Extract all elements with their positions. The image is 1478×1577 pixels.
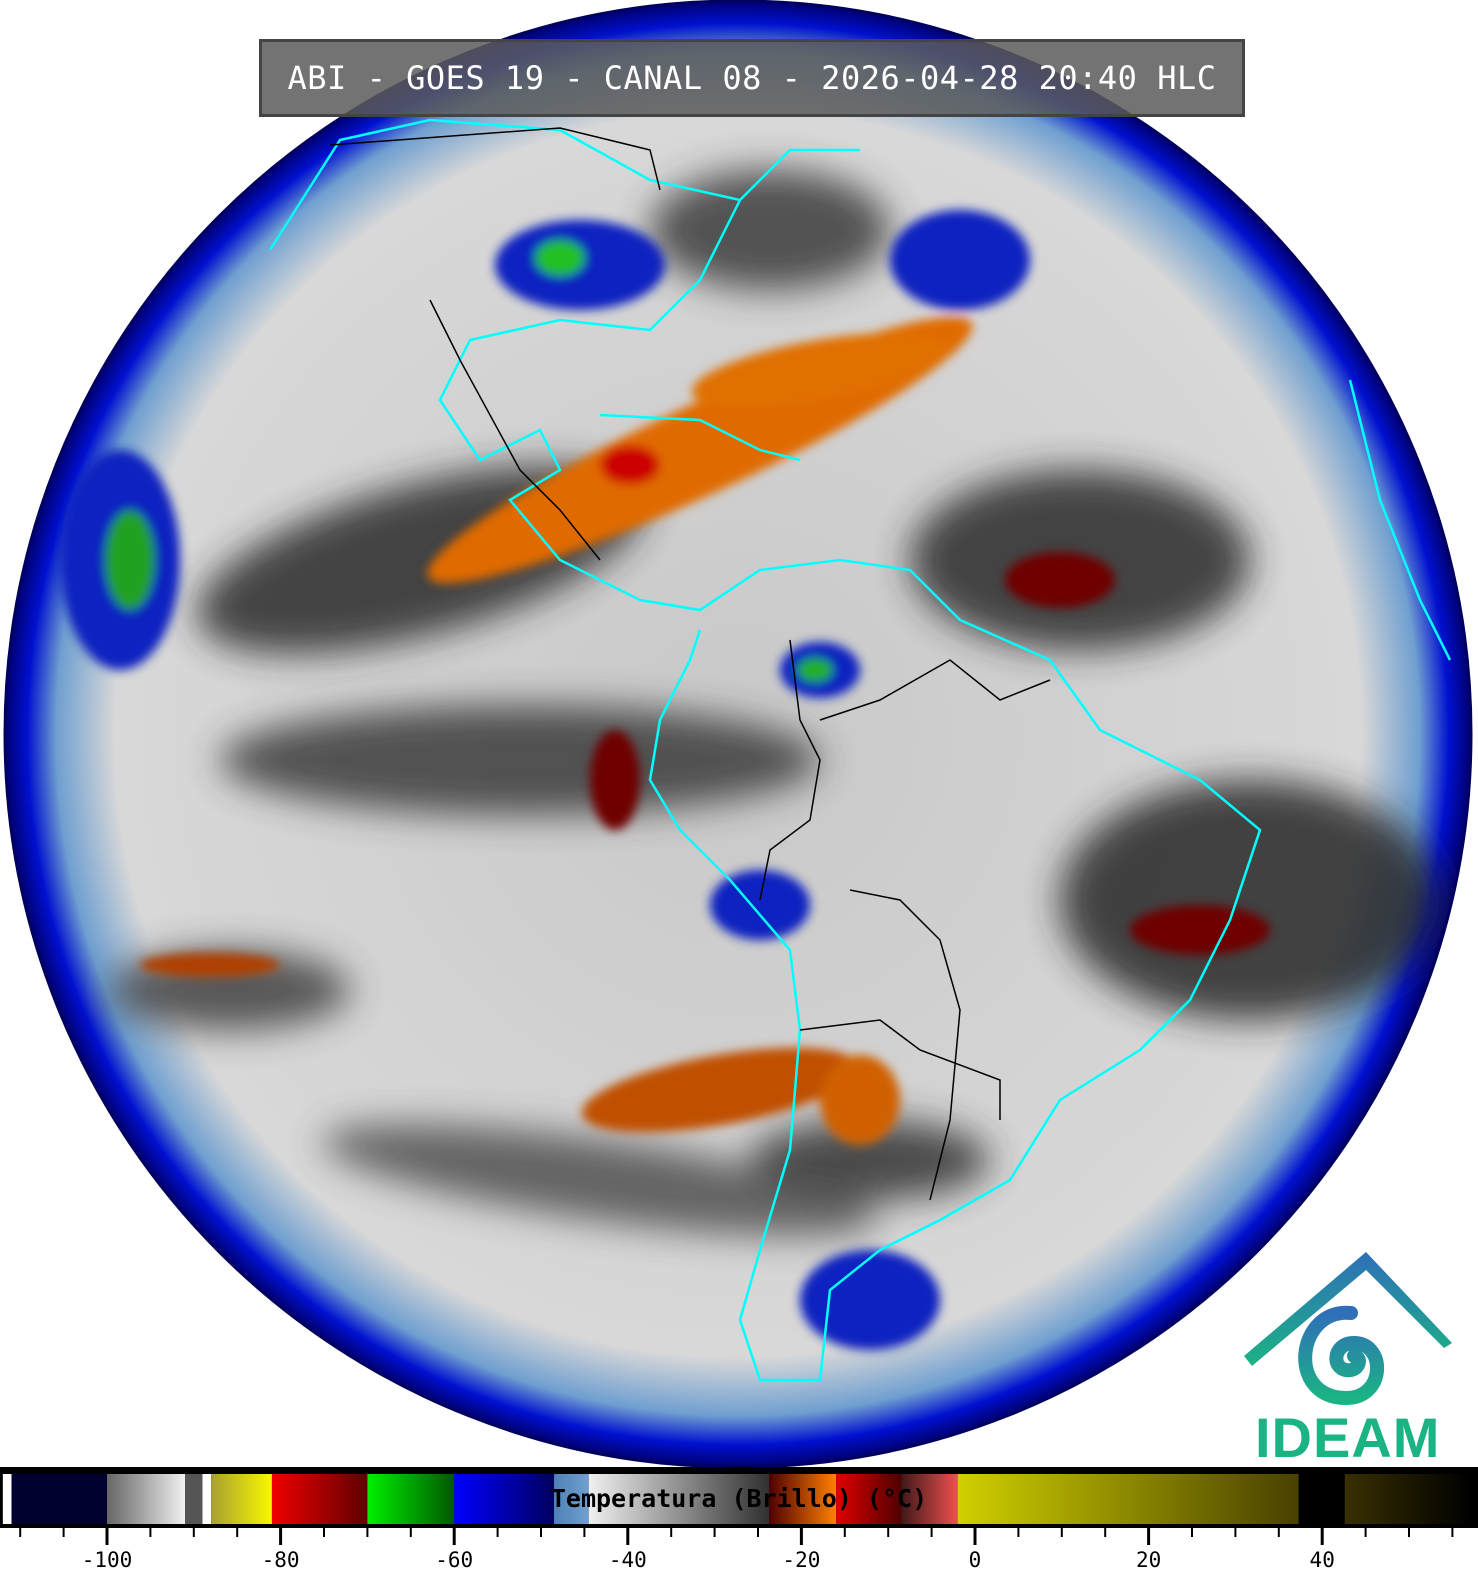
temperature-colorbar: -100 -80 -60 -40 -20 0 20 40 bbox=[0, 1467, 1478, 1572]
image-title: ABI - GOES 19 - CANAL 08 - 2026-04-28 20… bbox=[259, 39, 1245, 117]
colorbar-segment bbox=[588, 1474, 770, 1524]
colorbar-segment bbox=[2, 1474, 12, 1524]
colorbar-segment bbox=[367, 1474, 455, 1524]
colorbar-segment bbox=[211, 1474, 272, 1524]
colorbar-segment bbox=[185, 1474, 203, 1524]
colorbar-segment bbox=[454, 1474, 555, 1524]
satellite-globe-image bbox=[3, 0, 1473, 1469]
colorbar-tick-label: 0 bbox=[969, 1548, 982, 1572]
colorbar-tick-label: -20 bbox=[782, 1548, 820, 1572]
colorbar-segment bbox=[769, 1474, 837, 1524]
colorbar-segment bbox=[554, 1474, 589, 1524]
colorbar-segment bbox=[901, 1474, 958, 1524]
colorbar-segment bbox=[1298, 1474, 1345, 1524]
colorbar-segment bbox=[957, 1474, 1299, 1524]
colorbar-tick-label: -100 bbox=[82, 1548, 133, 1572]
ideam-logo-text: IDEAM bbox=[1255, 1406, 1441, 1469]
colorbar-tick-label: -40 bbox=[609, 1548, 647, 1572]
colorbar-tick-label: 20 bbox=[1136, 1548, 1161, 1572]
colorbar-segment bbox=[1344, 1474, 1470, 1524]
colorbar-segment bbox=[11, 1474, 108, 1524]
colorbar-segment bbox=[202, 1474, 212, 1524]
colorbar-segment bbox=[271, 1474, 368, 1524]
colorbar-segment bbox=[107, 1474, 186, 1524]
colorbar-tick-label: 40 bbox=[1310, 1548, 1335, 1572]
colorbar-tick-label: -60 bbox=[435, 1548, 473, 1572]
ideam-logo-icon bbox=[1244, 1252, 1452, 1406]
colorbar-tick-label: -80 bbox=[262, 1548, 300, 1572]
colorbar-segment bbox=[836, 1474, 902, 1524]
